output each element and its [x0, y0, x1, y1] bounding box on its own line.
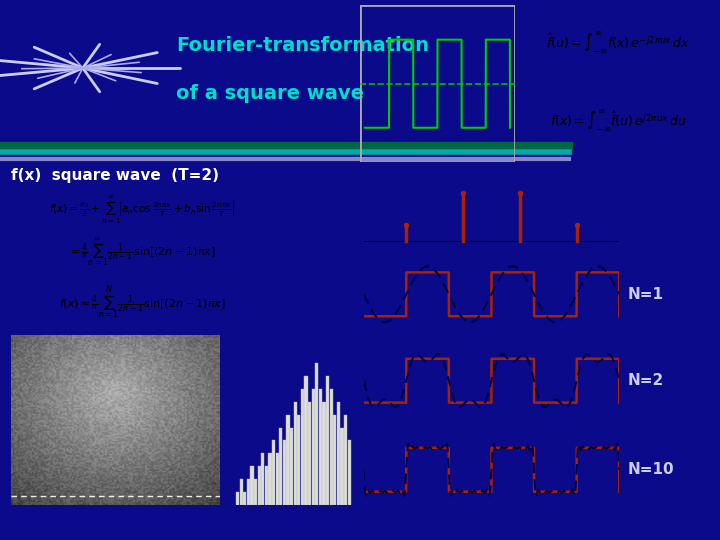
Text: of a square wave: of a square wave [176, 84, 364, 104]
Bar [258, 466, 261, 505]
Bar [326, 376, 329, 505]
Bar [297, 415, 300, 505]
Bar [283, 441, 286, 505]
Bar [341, 428, 343, 505]
Text: f(x)  square wave  (T=2): f(x) square wave (T=2) [11, 168, 219, 183]
Bar [305, 376, 307, 505]
Bar [348, 441, 351, 505]
Bar [294, 402, 297, 505]
Bar [290, 428, 293, 505]
Text: $f(x) = \int_{-\infty}^{\infty} \hat{f}(u)\,e^{j2\pi ux}\,du$: $f(x) = \int_{-\infty}^{\infty} \hat{f}(… [550, 109, 687, 134]
Bar [279, 428, 282, 505]
Text: N=1: N=1 [628, 287, 664, 302]
Bar [319, 389, 322, 505]
Bar [265, 466, 268, 505]
Bar [323, 402, 325, 505]
Bar [272, 441, 275, 505]
Bar [308, 402, 311, 505]
Bar [312, 389, 315, 505]
Text: N=10: N=10 [628, 462, 675, 477]
Text: $f(x) \approx \frac{4}{\pi}\sum_{n=1}^{N}\frac{1}{2n-1}\sin[(2n-1)\pi x]$: $f(x) \approx \frac{4}{\pi}\sum_{n=1}^{N… [59, 285, 225, 322]
Text: $\hat{f}(u) = \int_{-\infty}^{\infty} f(x)\,e^{-j2\pi ux}\,dx$: $\hat{f}(u) = \int_{-\infty}^{\infty} f(… [546, 30, 690, 56]
Bar [337, 402, 340, 505]
Text: Fourier-transformation: Fourier-transformation [176, 36, 429, 55]
Text: $= \frac{4}{\pi}\sum_{n=1}^{\infty}\frac{1}{2n-1}\sin[(2n-1)\pi x]$: $= \frac{4}{\pi}\sum_{n=1}^{\infty}\frac… [68, 235, 216, 268]
Text: $f(x) = \frac{a_0}{2} + \sum_{n=1}^{\infty}\!\left[a_n\cos\frac{2n\pi x}{T}+b_n\: $f(x) = \frac{a_0}{2} + \sum_{n=1}^{\inf… [49, 194, 235, 226]
Bar [261, 454, 264, 505]
Bar [333, 415, 336, 505]
Text: N=2: N=2 [628, 373, 664, 388]
Bar [301, 389, 304, 505]
Bar [269, 454, 271, 505]
Bar [247, 479, 250, 505]
Bar [330, 389, 333, 505]
Bar [243, 492, 246, 505]
Bar [240, 479, 243, 505]
Bar [315, 363, 318, 505]
Bar [251, 466, 253, 505]
Bar [236, 492, 239, 505]
Bar [344, 415, 347, 505]
Bar [287, 415, 289, 505]
Bar [254, 479, 257, 505]
Bar [276, 454, 279, 505]
